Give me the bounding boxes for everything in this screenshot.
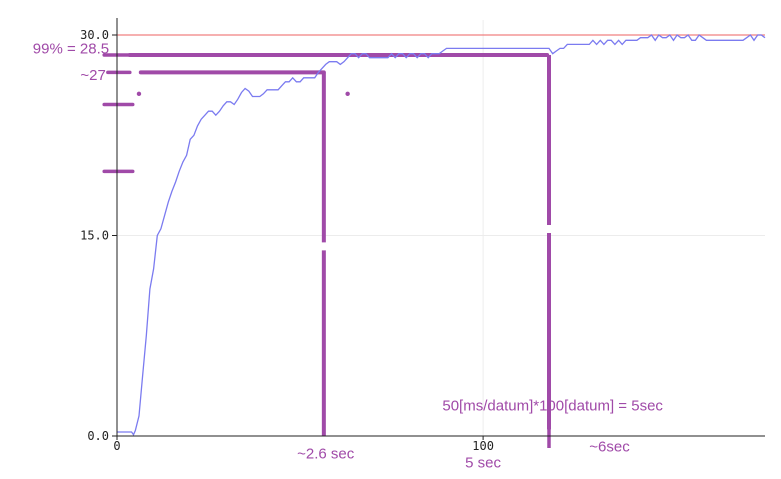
grid xyxy=(116,20,765,437)
tick-labels: 0.0 15.0 30.0 0 100 xyxy=(80,28,494,453)
axes xyxy=(116,18,765,437)
y-tick-label: 30.0 xyxy=(80,28,109,42)
annotation-marks xyxy=(102,53,551,448)
annotation-label: 5 sec xyxy=(465,455,501,472)
annotation-label: 99% = 28.5 xyxy=(33,40,109,57)
annotation-label: ~27 xyxy=(80,67,105,84)
annotation-label: ~2.6 sec xyxy=(297,445,355,462)
x-tick-label: 100 xyxy=(472,439,494,453)
annotation-label: ~6sec xyxy=(589,439,630,456)
annotation-labels: 99% = 28.5 ~27 ~2.6 sec 5 sec ~6sec 50[ms/dat… xyxy=(33,40,664,471)
x-tick-label: 0 xyxy=(113,439,120,453)
annotation-label: 50[ms/datum]*100[datum] = 5sec xyxy=(442,397,663,414)
annotation-dot xyxy=(345,91,350,97)
y-tick-label: 15.0 xyxy=(80,229,109,243)
annotation-dot xyxy=(136,91,142,97)
y-tick-label: 0.0 xyxy=(87,429,109,443)
series-line xyxy=(117,34,766,437)
